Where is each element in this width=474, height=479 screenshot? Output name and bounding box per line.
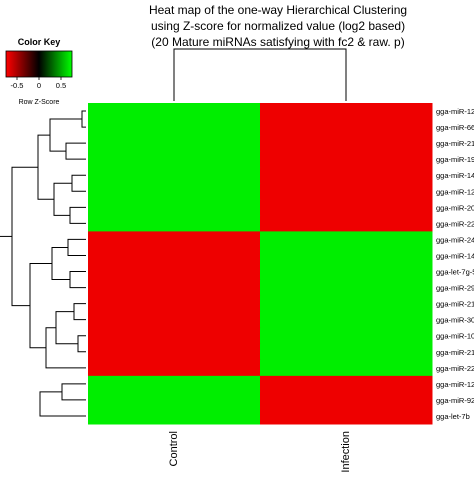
heatmap-cell <box>260 359 433 377</box>
row-dendrogram-branch <box>53 182 72 216</box>
heatmap-cell <box>88 263 261 281</box>
heatmap-cell <box>88 247 261 264</box>
row-dendrogram-branch <box>69 271 86 289</box>
row-label: gga-miR-92 <box>436 396 474 405</box>
row-dendrogram-branch <box>45 327 86 369</box>
heatmap-cell <box>260 247 433 264</box>
row-label: gga-miR-24 <box>436 235 474 244</box>
heatmap-cell <box>88 407 261 425</box>
row-label: gga-miR-122 <box>436 187 474 196</box>
row-dendrogram-branch <box>55 311 78 345</box>
heatmap-cell <box>260 183 433 200</box>
column-dendrogram-branch <box>173 48 347 101</box>
row-label: gga-let-7g-5p <box>436 268 474 277</box>
row-label: gga-miR-30c <box>436 316 474 325</box>
heatmap-cell <box>88 215 261 232</box>
row-dendrogram-branch <box>61 383 86 401</box>
row-label: gga-miR-214 <box>436 300 474 309</box>
row-label: gga-miR-218 <box>436 139 474 148</box>
color-key-tick-label: 0 <box>37 81 41 90</box>
row-label: gga-miR-20a <box>436 203 474 212</box>
heatmap-cell <box>88 183 261 200</box>
heatmap-cell <box>88 103 261 120</box>
heatmap-cell <box>88 359 261 377</box>
row-label: gga-miR-665 <box>436 123 474 132</box>
column-labels: Control Infection <box>168 431 352 473</box>
color-key-tick-label: 0.5 <box>56 81 66 90</box>
column-label: Control <box>168 431 180 466</box>
heatmap-cell <box>88 199 261 216</box>
row-dendrogram-branch <box>69 206 86 224</box>
row-dendrogram-branch <box>37 134 54 200</box>
chart-title-line-3: (20 Mature miRNAs satisfying with fc2 & … <box>151 35 404 49</box>
color-key-title: Color Key <box>18 37 61 47</box>
row-dendrogram-branch <box>73 303 86 321</box>
row-labels: gga-miR-12 gga-miR-665 gga-miR-218 gga-miR-… <box>436 107 474 421</box>
row-label: gga-let-7b <box>436 412 470 421</box>
row-dendrogram-branch <box>51 246 70 281</box>
heatmap-cell <box>88 375 261 393</box>
heatmap-cell <box>260 311 433 329</box>
heatmap-cell <box>88 119 261 136</box>
chart-title-line-2: using Z-score for normalized value (log2… <box>151 19 405 33</box>
row-label: gga-miR-142 <box>436 251 474 260</box>
row-dendrogram-branch <box>81 110 86 128</box>
heatmap-cell <box>260 391 433 409</box>
heatmap-cell <box>260 167 433 184</box>
row-dendrogram-branch <box>65 142 86 160</box>
heatmap-cell <box>260 103 433 120</box>
heatmap-cell <box>88 311 261 329</box>
heatmap-cell <box>88 295 261 313</box>
color-key-tick-label: -0.5 <box>11 81 24 90</box>
heatmap-cell <box>260 279 433 297</box>
row-dendrogram-branch <box>29 263 52 349</box>
heatmap-cell <box>88 231 261 248</box>
heatmap-cell <box>260 263 433 281</box>
row-label: gga-miR-222 <box>436 364 474 373</box>
heatmap-cell <box>88 167 261 184</box>
heatmap-cell <box>88 327 261 345</box>
heatmap-cell <box>88 279 261 297</box>
heatmap-cell <box>260 375 433 393</box>
heatmap-cell <box>88 343 261 361</box>
heatmap-cell <box>260 135 433 152</box>
color-key-gradient <box>5 50 73 78</box>
heatmap-cell <box>88 135 261 152</box>
row-dendrogram-branch <box>77 335 86 353</box>
color-key-xlabel: Row Z-Score <box>19 99 60 106</box>
heatmap-cell <box>88 151 261 168</box>
heatmap-cell <box>260 215 433 232</box>
row-label: gga-miR-12 <box>436 107 474 116</box>
heatmap-cell <box>88 391 261 409</box>
row-dendrogram <box>0 110 86 417</box>
row-label: gga-miR-221 <box>436 219 474 228</box>
color-key: Color Key -0.5 0 0.5 Row Z-Score <box>5 37 73 106</box>
heatmap-cell <box>260 343 433 361</box>
heatmap-cell <box>260 199 433 216</box>
row-label: gga-miR-143 <box>436 171 474 180</box>
row-dendrogram-branch <box>11 166 38 307</box>
column-dendrogram <box>173 48 347 101</box>
heatmap-cell <box>260 327 433 345</box>
heatmap-cell <box>260 407 433 425</box>
row-label: gga-miR-101 <box>436 332 474 341</box>
heatmap-cell <box>260 119 433 136</box>
row-label: gga-miR-216 <box>436 348 474 357</box>
heatmap-cell <box>260 231 433 248</box>
row-label: gga-miR-295 <box>436 284 474 293</box>
heatmap-cell <box>260 151 433 168</box>
chart-title: Heat map of the one-way Hierarchical Clu… <box>149 3 407 49</box>
row-dendrogram-branch <box>39 391 86 417</box>
row-label: gga-miR-193 <box>436 155 474 164</box>
row-dendrogram-branch <box>67 238 86 256</box>
heatmap-cell <box>260 295 433 313</box>
row-label: gga-miR-125 <box>436 380 474 389</box>
row-dendrogram-branch <box>71 174 86 192</box>
chart-title-line-1: Heat map of the one-way Hierarchical Clu… <box>149 3 407 17</box>
heatmap-cells <box>88 103 433 425</box>
column-label: Infection <box>340 431 352 473</box>
